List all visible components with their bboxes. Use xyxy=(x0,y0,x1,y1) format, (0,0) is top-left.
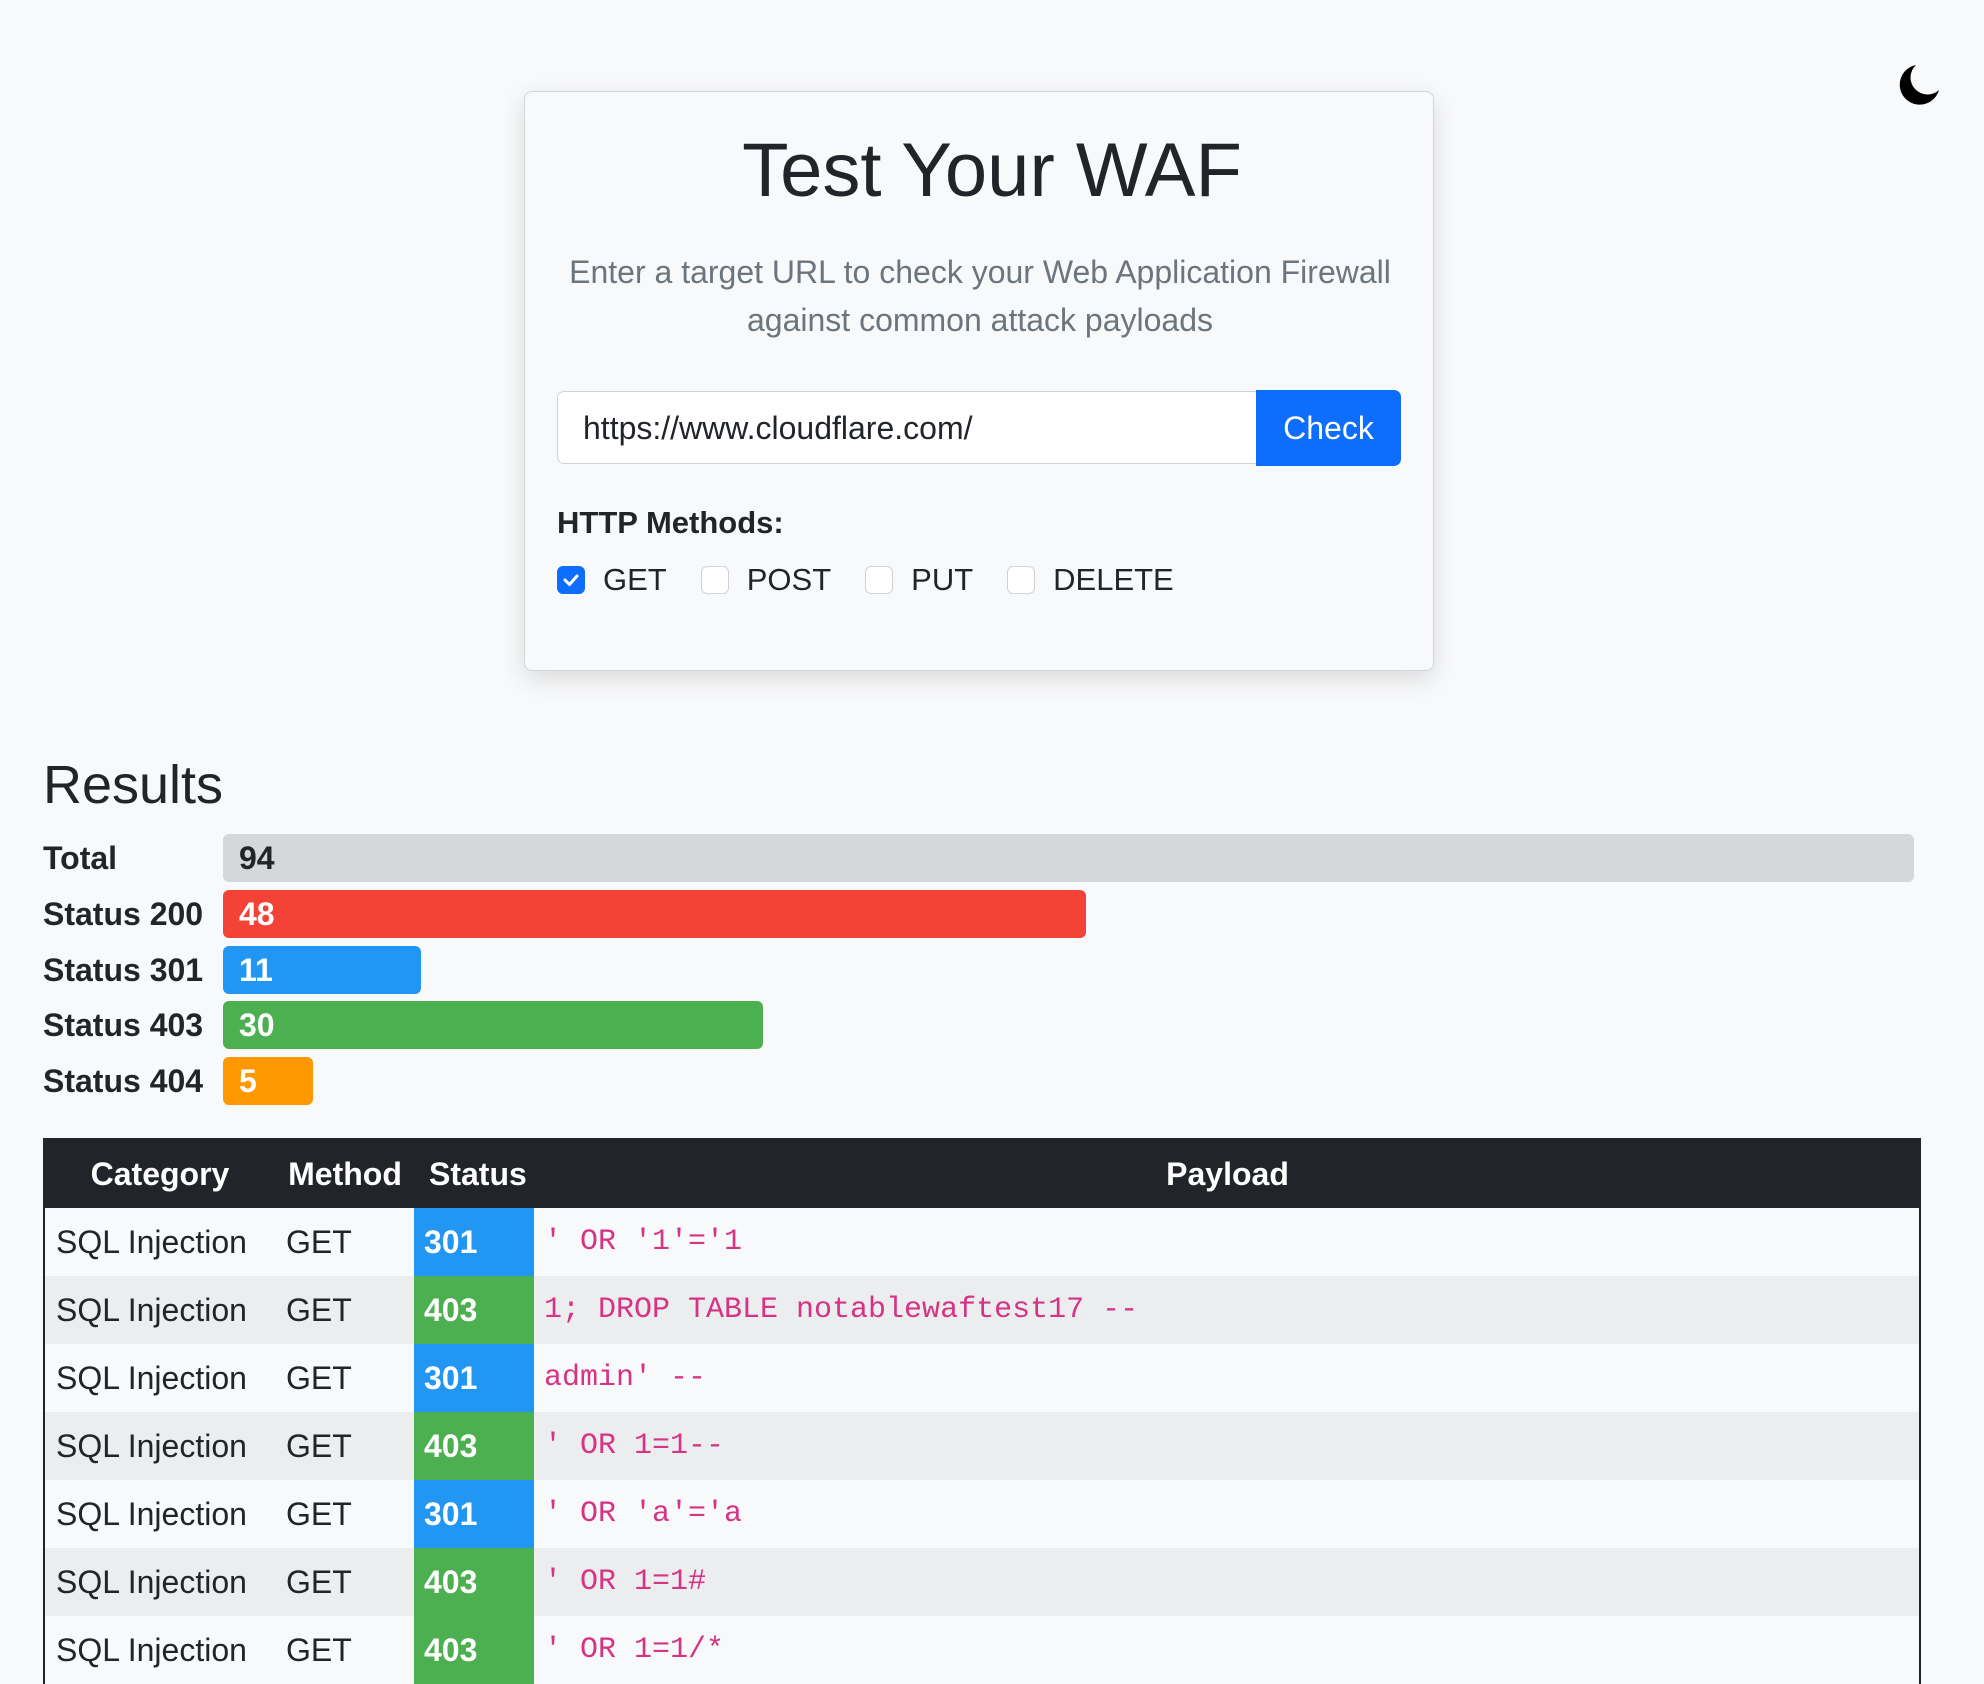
method-cell: GET xyxy=(286,1496,352,1532)
table-row: SQL Injection GET 403 1; DROP TABLE notable… xyxy=(45,1276,1919,1344)
form-card xyxy=(524,91,1434,671)
method-option[interactable]: POST xyxy=(700,562,832,598)
methods-label: HTTP Methods: xyxy=(557,505,784,540)
table-row: SQL Injection GET 301 ' OR '1'='1 xyxy=(45,1208,1919,1276)
status-cell: 301 xyxy=(414,1480,534,1548)
category-cell: SQL Injection xyxy=(56,1428,247,1464)
payload-cell: ' OR 1=1/* xyxy=(544,1633,725,1667)
payload-cell: ' OR 1=1-- xyxy=(544,1429,725,1463)
category-cell: SQL Injection xyxy=(56,1224,247,1260)
method-label: GET xyxy=(603,562,667,597)
column-header: Payload xyxy=(1166,1156,1289,1192)
bar-label: Total xyxy=(43,840,118,876)
checkbox[interactable] xyxy=(1007,566,1036,594)
status-cell: 301 xyxy=(414,1344,534,1412)
status-cell: 403 xyxy=(414,1412,534,1480)
column-header: Category xyxy=(90,1156,230,1192)
theme-toggle[interactable] xyxy=(1896,62,1942,108)
bar-label: Status 200 xyxy=(43,895,204,932)
category-cell: SQL Injection xyxy=(56,1564,247,1600)
status-cell: 403 xyxy=(414,1616,534,1684)
method-cell: GET xyxy=(286,1360,352,1396)
results-table: Category Method Status Payload SQL Injection… xyxy=(43,1138,1921,1684)
bar-label: Status 404 xyxy=(43,1063,204,1100)
checkbox[interactable] xyxy=(557,566,585,594)
table-row: SQL Injection GET 403 ' OR 1=1# xyxy=(45,1548,1919,1616)
method-option[interactable]: PUT xyxy=(865,562,973,598)
methods: GET POST PUT DELETE xyxy=(557,560,1208,600)
method-cell: GET xyxy=(286,1428,352,1464)
check-mark xyxy=(563,574,579,586)
bar: 5 xyxy=(223,1057,313,1106)
checkbox[interactable] xyxy=(865,566,894,594)
status-cell: 403 xyxy=(414,1548,534,1616)
payload-cell: admin' -- xyxy=(544,1361,707,1395)
status-cell: 403 xyxy=(414,1276,534,1344)
method-label: DELETE xyxy=(1053,562,1174,597)
bar: 48 xyxy=(223,889,1087,938)
bar: 11 xyxy=(223,945,421,994)
method-cell: GET xyxy=(286,1292,352,1328)
table-header: Category Method Status Payload xyxy=(45,1140,1919,1208)
category-cell: SQL Injection xyxy=(56,1292,247,1328)
table-row: SQL Injection GET 403 ' OR 1=1/* xyxy=(45,1616,1919,1684)
category-cell: SQL Injection xyxy=(56,1632,247,1668)
method-option[interactable]: GET xyxy=(557,562,667,598)
url-input[interactable]: https://www.cloudflare.com/ xyxy=(557,391,1256,464)
bar: 30 xyxy=(223,1001,763,1050)
checkbox[interactable] xyxy=(700,566,729,594)
payload-cell: 1; DROP TABLE notablewaftest17 -- xyxy=(544,1293,1139,1327)
method-cell: GET xyxy=(286,1632,352,1668)
bar: 94 xyxy=(223,834,1914,882)
method-cell: GET xyxy=(286,1564,352,1600)
category-cell: SQL Injection xyxy=(56,1360,247,1396)
method-label: POST xyxy=(746,562,832,597)
category-cell: SQL Injection xyxy=(56,1496,247,1532)
method-cell: GET xyxy=(286,1224,352,1260)
table-row: SQL Injection GET 301 admin' -- xyxy=(45,1344,1919,1412)
check-button[interactable]: Check xyxy=(1256,390,1401,466)
bar-label: Status 301 xyxy=(43,951,204,988)
column-header: Method xyxy=(288,1156,402,1192)
method-label: PUT xyxy=(911,562,974,597)
method-option[interactable]: DELETE xyxy=(1007,562,1174,598)
table-row: SQL Injection GET 403 ' OR 1=1-- xyxy=(45,1412,1919,1480)
table-row: SQL Injection GET 301 ' OR 'a'='a xyxy=(45,1480,1919,1548)
results-title: Results xyxy=(43,755,224,815)
bar-label: Status 403 xyxy=(43,1007,204,1044)
title: Test Your WAF xyxy=(742,128,1242,213)
payload-cell: ' OR '1'='1 xyxy=(544,1225,743,1259)
column-header: Status xyxy=(429,1156,527,1192)
moon-icon xyxy=(1899,65,1939,105)
subtitle: Enter a target URL to check your Web App… xyxy=(569,254,1391,338)
status-cell: 301 xyxy=(414,1208,534,1276)
payload-cell: ' OR 'a'='a xyxy=(544,1497,743,1531)
payload-cell: ' OR 1=1# xyxy=(544,1565,707,1599)
